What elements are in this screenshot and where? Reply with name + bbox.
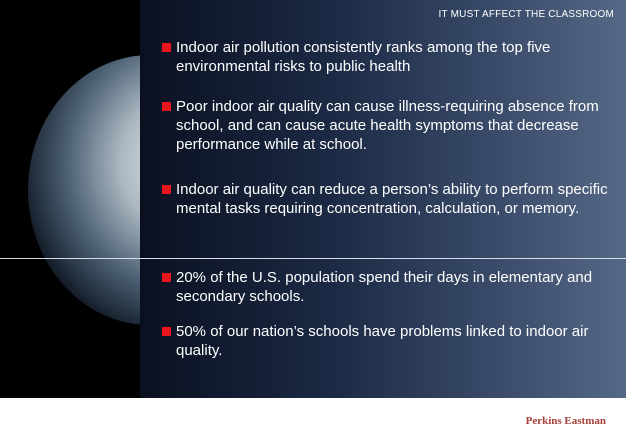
slide: IT MUST AFFECT THE CLASSROOM Indoor air …: [0, 0, 626, 398]
divider: [0, 258, 626, 259]
bullet: 50% of our nation’s schools have problem…: [162, 322, 614, 360]
bullet: Indoor air quality can reduce a person’s…: [162, 180, 614, 218]
bullet-text: 50% of our nation’s schools have problem…: [176, 322, 614, 360]
slide-title: IT MUST AFFECT THE CLASSROOM: [439, 9, 614, 20]
brand-logo: Perkins Eastman: [526, 415, 606, 427]
bullet-text: Indoor air pollution consistently ranks …: [176, 38, 614, 76]
earth-image: [0, 0, 140, 398]
bullet-text: 20% of the U.S. population spend their d…: [176, 268, 614, 306]
page: IT MUST AFFECT THE CLASSROOM Indoor air …: [0, 0, 626, 444]
bullet: Indoor air pollution consistently ranks …: [162, 38, 614, 76]
bullet-text: Indoor air quality can reduce a person’s…: [176, 180, 614, 218]
bullet: 20% of the U.S. population spend their d…: [162, 268, 614, 306]
bullet-text: Poor indoor air quality can cause illnes…: [176, 97, 614, 154]
bullet: Poor indoor air quality can cause illnes…: [162, 97, 614, 154]
